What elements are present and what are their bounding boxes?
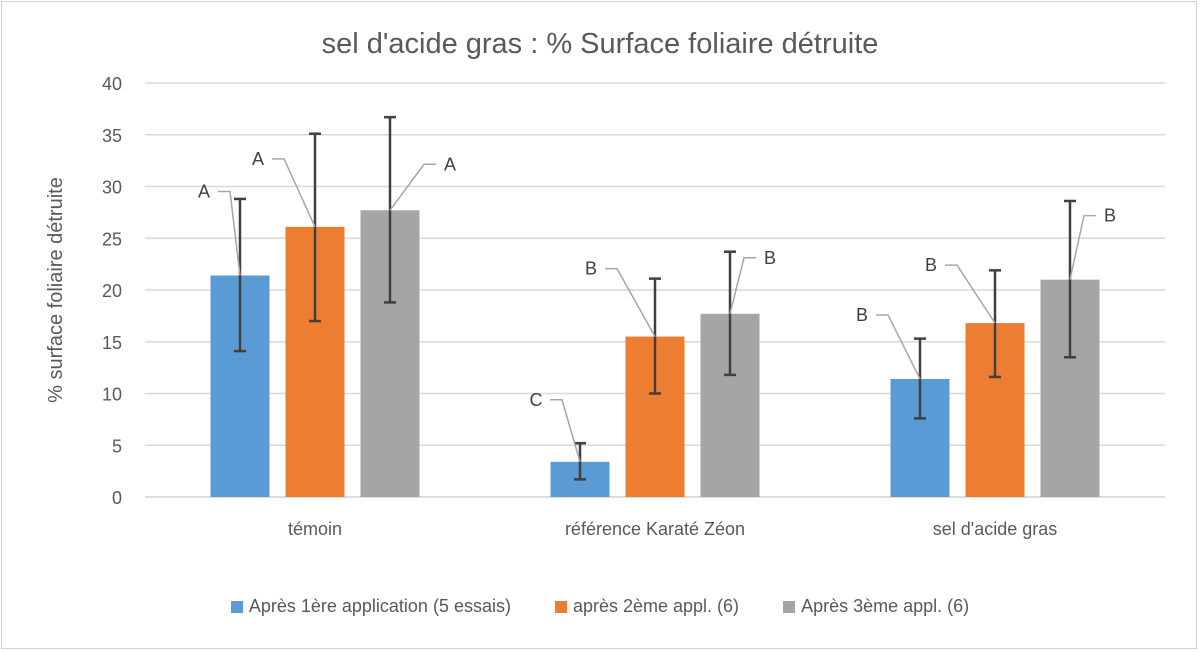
y-tick-label: 15 [102, 333, 122, 353]
y-tick-label: 5 [112, 436, 122, 456]
significance-label: A [444, 154, 456, 174]
significance-label: B [925, 255, 937, 275]
significance-label: B [585, 259, 597, 279]
y-tick-label: 20 [102, 281, 122, 301]
y-tick-label: 25 [102, 229, 122, 249]
legend-swatch [554, 600, 567, 613]
label-leader-line [605, 267, 656, 337]
label-leader-line [1069, 214, 1096, 280]
legend-swatch [783, 600, 796, 613]
legend-swatch [230, 600, 243, 613]
legend-item: Après 1ère application (5 essais) [230, 596, 511, 617]
significance-label: B [764, 248, 776, 268]
significance-label: B [1104, 206, 1116, 226]
significance-label: C [530, 390, 543, 410]
legend-item: après 2ème appl. (6) [554, 596, 740, 617]
y-axis-label: % surface foliaire détruite [45, 177, 67, 403]
label-leader-line [272, 158, 316, 228]
label-leader-line [729, 257, 756, 314]
y-tick-label: 0 [112, 488, 122, 508]
y-tick-label: 30 [102, 178, 122, 198]
legend-label: après 2ème appl. (6) [572, 596, 740, 616]
significance-label: A [198, 182, 210, 202]
chart-title: sel d'acide gras : % Surface foliaire dé… [321, 28, 879, 60]
legend-label: Après 1ère application (5 essais) [248, 596, 511, 616]
legend-item: Après 3ème appl. (6) [783, 596, 969, 617]
y-tick-label: 10 [102, 385, 122, 405]
label-leader-line [876, 314, 921, 380]
x-category-label: témoin [288, 519, 342, 539]
significance-label: B [856, 305, 868, 325]
label-leader-line [389, 163, 436, 211]
label-leader-line [945, 264, 996, 324]
legend-label: Après 3ème appl. (6) [801, 596, 970, 616]
y-tick-label: 40 [102, 74, 122, 94]
significance-label: A [252, 149, 264, 169]
y-tick-label: 35 [102, 126, 122, 146]
x-category-label: sel d'acide gras [933, 519, 1058, 539]
legend: Après 1ère application (5 essais) après 2… [0, 596, 1200, 617]
label-leader-line [218, 190, 241, 276]
label-leader-line [550, 399, 581, 463]
x-category-label: référence Karaté Zéon [565, 519, 745, 539]
